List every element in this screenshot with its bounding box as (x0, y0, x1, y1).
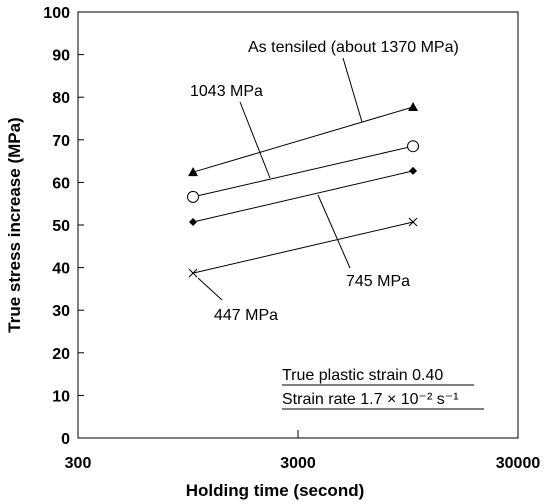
y-tick-label: 0 (61, 431, 70, 448)
y-tick-label: 90 (52, 48, 70, 65)
y-axis-label: True stress increase (MPa) (5, 117, 24, 332)
marker (188, 167, 199, 177)
y-tick-label: 40 (52, 261, 70, 278)
marker (407, 140, 420, 153)
y-tick-label: 100 (43, 5, 70, 22)
leader-line (197, 277, 223, 301)
y-tick-label: 80 (52, 90, 70, 107)
annotation: True plastic strain 0.40 (282, 367, 443, 384)
marker (189, 218, 198, 227)
x-axis-label: Holding time (second) (186, 481, 365, 500)
x-tick-label: 30000 (496, 455, 541, 472)
x-tick-label: 300 (65, 455, 92, 472)
series-label: 1043 MPa (190, 83, 263, 100)
series-label: As tensiled (about 1370 MPa) (248, 39, 459, 56)
leader-line (317, 194, 351, 269)
series-label: 447 MPa (214, 307, 278, 324)
marker (408, 217, 418, 227)
y-tick-label: 20 (52, 346, 70, 363)
y-tick-label: 60 (52, 175, 70, 192)
series-line (192, 170, 414, 223)
y-tick-label: 50 (52, 218, 70, 235)
series-line (192, 221, 414, 274)
marker (409, 166, 418, 175)
series-label: 745 MPa (346, 273, 410, 290)
x-tick-label: 3000 (280, 455, 316, 472)
marker (408, 101, 419, 111)
series-line (192, 106, 414, 173)
y-tick-label: 10 (52, 388, 70, 405)
leader-line (342, 57, 363, 123)
series-line (192, 145, 414, 198)
marker (187, 190, 200, 203)
y-tick-label: 30 (52, 303, 70, 320)
marker (188, 268, 198, 278)
annotation: Strain rate 1.7 × 10⁻² s⁻¹ (282, 391, 459, 408)
y-tick-label: 70 (52, 133, 70, 150)
leader-line (239, 101, 271, 179)
